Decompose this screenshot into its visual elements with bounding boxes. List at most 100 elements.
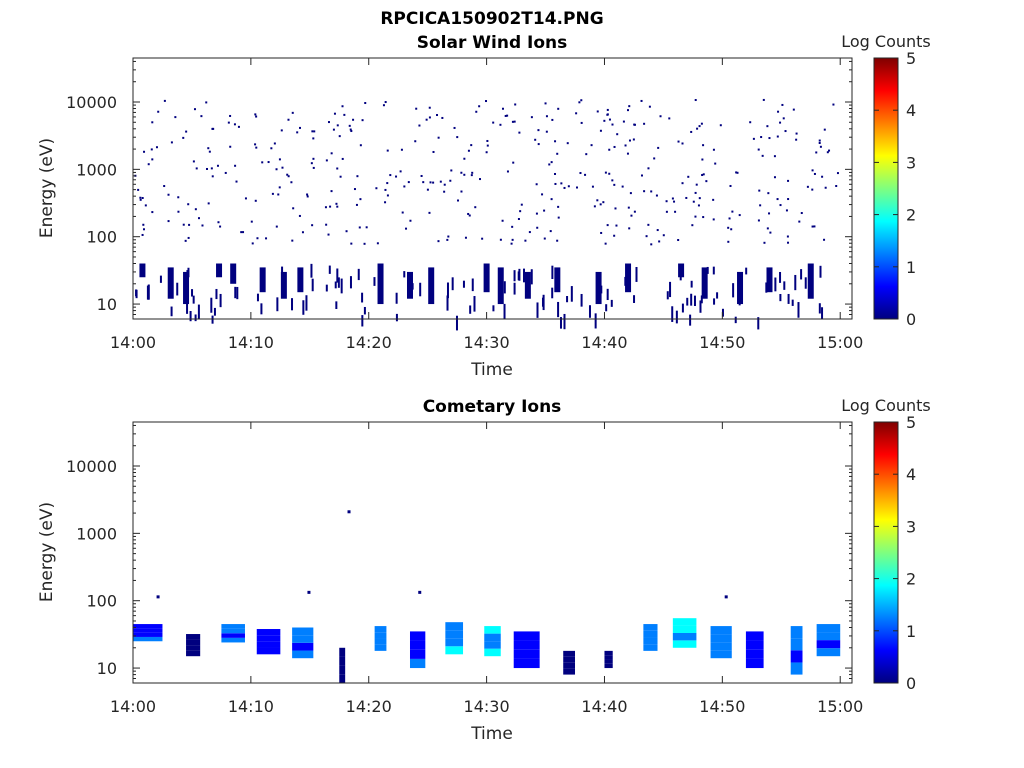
count-point [811, 188, 814, 191]
count-point [701, 158, 704, 161]
count-point [570, 286, 573, 302]
count-point [768, 137, 771, 140]
count-point [632, 138, 635, 141]
count-point [758, 189, 761, 192]
count-point [643, 190, 646, 193]
count-point [702, 173, 705, 176]
ion-block [409, 640, 426, 650]
count-point [260, 303, 263, 315]
count-point [211, 315, 214, 324]
count-point [779, 293, 782, 302]
count-point [503, 303, 506, 320]
count-point [428, 211, 431, 214]
count-point [694, 215, 697, 218]
count-point [182, 136, 185, 139]
count-point [813, 225, 816, 228]
count-point [336, 124, 339, 127]
count-point [666, 291, 669, 300]
count-point [313, 130, 316, 133]
count-point [795, 132, 798, 135]
count-point [774, 277, 777, 292]
count-point [690, 293, 693, 306]
low-energy-block [297, 267, 304, 293]
y-tick-label: 10 [97, 659, 117, 678]
count-point [563, 186, 566, 189]
count-point [695, 183, 698, 186]
count-point [811, 169, 814, 172]
ion-block [445, 630, 464, 639]
count-point [401, 211, 404, 214]
count-point [700, 122, 703, 125]
count-point [500, 273, 503, 286]
count-point [712, 148, 715, 151]
count-point [236, 286, 239, 300]
count-point [281, 266, 284, 279]
ion-block [745, 640, 764, 650]
count-point [151, 158, 154, 161]
count-point [364, 102, 367, 105]
count-point [797, 302, 800, 318]
count-point [662, 234, 665, 237]
ion-block [672, 618, 697, 626]
count-point [563, 313, 566, 330]
count-point [606, 108, 609, 111]
count-point [142, 228, 145, 231]
count-point [681, 303, 684, 313]
count-point [621, 185, 624, 188]
ion-block [604, 659, 613, 664]
count-point [332, 128, 335, 131]
low-energy-block [737, 271, 744, 305]
count-point [622, 120, 625, 123]
count-point [697, 204, 700, 207]
count-point [699, 300, 702, 313]
count-point [159, 275, 162, 283]
ion-block [745, 658, 764, 669]
count-point [757, 219, 760, 222]
count-point [513, 282, 516, 295]
count-point [550, 161, 553, 164]
count-point [732, 283, 735, 298]
count-point [471, 278, 474, 292]
low-energy-block [280, 271, 287, 299]
ion-block [409, 649, 426, 659]
count-point [528, 231, 531, 234]
count-point [787, 198, 790, 201]
ion-block [563, 650, 576, 657]
count-point [479, 178, 482, 181]
ion-block [745, 631, 764, 641]
count-point [475, 110, 478, 113]
count-point [551, 265, 554, 280]
count-point [462, 280, 465, 288]
count-point [613, 145, 616, 148]
count-point [355, 203, 358, 206]
count-point [584, 173, 587, 176]
ion-block [339, 647, 346, 657]
count-point [429, 181, 432, 184]
count-point [738, 214, 741, 217]
count-point [511, 225, 514, 228]
ion-block [604, 655, 613, 660]
count-point [554, 182, 557, 185]
count-point [267, 161, 270, 164]
count-point [334, 281, 337, 289]
count-point [197, 217, 200, 220]
count-point [713, 298, 716, 305]
count-point [449, 179, 452, 182]
count-point [530, 269, 533, 285]
low-energy-block [167, 267, 174, 299]
colorbar-gradient [873, 57, 899, 320]
count-point [287, 118, 290, 121]
count-point [787, 293, 790, 304]
count-point [779, 204, 782, 207]
count-point [591, 185, 594, 188]
count-point [188, 223, 191, 226]
count-point [551, 287, 554, 299]
count-point [311, 130, 314, 133]
x-tick-label: 14:40 [581, 333, 627, 352]
count-point [298, 214, 301, 217]
count-point [645, 235, 648, 238]
count-point [201, 224, 204, 227]
count-point [470, 144, 473, 147]
ion-block [790, 662, 803, 675]
count-point [785, 209, 788, 212]
